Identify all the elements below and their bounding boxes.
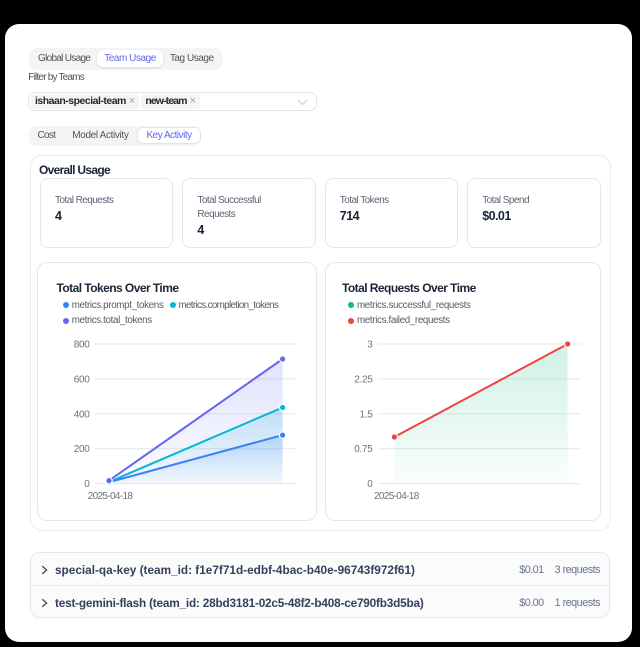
svg-text:0: 0 xyxy=(367,479,373,490)
svg-text:200: 200 xyxy=(74,444,91,455)
svg-text:400: 400 xyxy=(74,409,91,420)
svg-text:1.5: 1.5 xyxy=(359,409,373,420)
svg-text:0: 0 xyxy=(84,479,90,490)
svg-text:0.75: 0.75 xyxy=(354,444,373,455)
svg-text:600: 600 xyxy=(74,374,91,385)
svg-text:2.25: 2.25 xyxy=(354,374,373,385)
svg-text:2025-04-18: 2025-04-18 xyxy=(88,491,134,502)
svg-text:800: 800 xyxy=(74,340,91,351)
svg-text:2025-04-18: 2025-04-18 xyxy=(374,491,420,502)
svg-text:3: 3 xyxy=(367,340,373,351)
